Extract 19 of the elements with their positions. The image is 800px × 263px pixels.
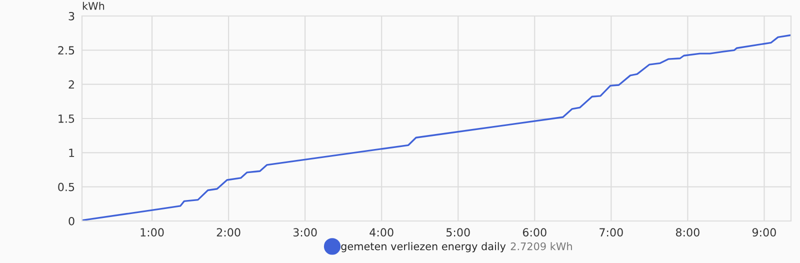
legend-label: gemeten verliezen energy daily: [341, 242, 506, 252]
y-tick-label: 1: [69, 148, 74, 157]
y-tick-label: 2.5: [58, 46, 74, 55]
x-tick-label: 3:00: [293, 228, 317, 237]
x-tick-label: 7:00: [600, 228, 623, 237]
y-tick-label: 1.5: [58, 114, 74, 123]
y-tick-label: 0: [68, 216, 74, 226]
y-axis-title: kWh: [82, 2, 104, 10]
x-tick-label: 8:00: [676, 228, 700, 237]
x-tick-label: 6:00: [522, 228, 546, 237]
x-tick-label: 9:00: [752, 228, 776, 237]
x-tick-label: 4:00: [370, 228, 394, 237]
x-tick-label: 1:00: [140, 228, 164, 237]
y-tick-label: 2: [68, 80, 74, 89]
x-tick-label: 2:00: [216, 228, 240, 237]
y-tick-label: 0.5: [58, 182, 74, 192]
x-tick-label: 5:00: [446, 228, 470, 237]
text: 2.7209 kWh: [510, 242, 572, 250]
y-tick-label: 3: [68, 12, 74, 20]
